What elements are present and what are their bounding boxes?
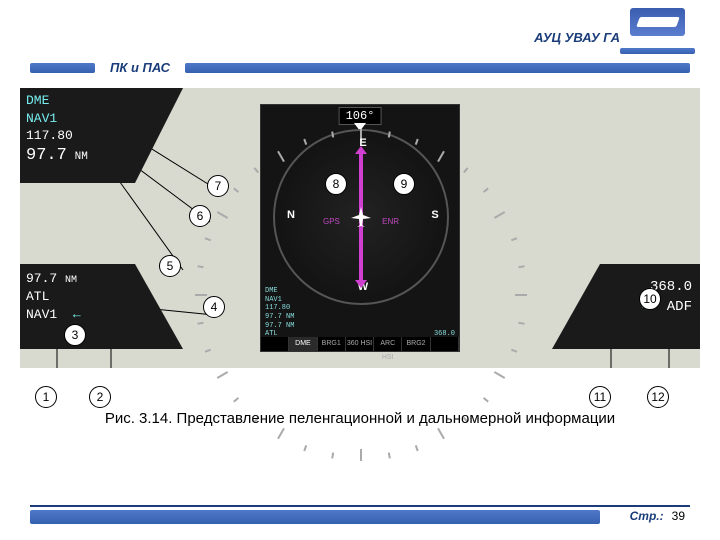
callout-10: 10 (639, 288, 661, 310)
callout-3: 3 (64, 324, 86, 346)
compass-n: N (281, 209, 301, 221)
callout-1: 1 (35, 386, 57, 408)
callout-9: 9 (393, 173, 415, 195)
dme-unit: NM (75, 151, 88, 163)
page-footer: Стр.: 39 (30, 505, 690, 525)
compass-rose: E S W N GPS ENR (273, 129, 449, 305)
callout-6: 6 (189, 205, 211, 227)
dme-block: DME NAV1 117.80 97.7 NM (20, 88, 135, 183)
footer-rule (30, 505, 690, 507)
footer-bar (30, 510, 600, 524)
logo-underline (620, 48, 695, 54)
compass-s: S (425, 209, 445, 221)
callout-12: 12 (647, 386, 669, 408)
aircraft-icon (350, 206, 372, 228)
callout-8: 8 (325, 173, 347, 195)
dme-dist: 97.7 (26, 146, 67, 165)
hsi-display: 106° E S W N GPS ENR DME NAV1 117.80 97.… (260, 104, 460, 352)
org-name: АУЦ УВАУ ГА (534, 30, 620, 45)
callout-4: 4 (203, 296, 225, 318)
title-bar-left (30, 63, 95, 73)
brg1-dist: 97.7 (26, 271, 57, 286)
title-bar-right (185, 63, 690, 73)
figure-caption: Рис. 3.14. Представление пеленгационной … (0, 410, 720, 427)
brg1-arrow-icon: ← (73, 307, 81, 322)
dme-block-tail (135, 88, 183, 183)
dme-freq: 117.80 (26, 127, 129, 145)
page-label: Стр.: (630, 509, 664, 523)
callout-7: 7 (207, 175, 229, 197)
dme-nav-src: NAV1 (26, 110, 129, 128)
section-title: ПК и ПАС (110, 60, 170, 75)
softkey-brg2: BRG2 (402, 337, 430, 351)
callout-5: 5 (159, 255, 181, 277)
dme-label: DME (26, 92, 129, 110)
gps-label: GPS (323, 217, 340, 226)
page-num: 39 (672, 509, 685, 523)
softkey-row: DMEBRG1360 HSIARC HSIBRG2 (261, 337, 459, 351)
callout-11: 11 (589, 386, 611, 408)
enr-label: ENR (382, 217, 399, 226)
brg2-block-tail (552, 264, 600, 349)
brg1-block-tail (135, 264, 183, 349)
page-number: Стр.: 39 (630, 509, 685, 523)
softkey-blank (431, 337, 459, 351)
softkey-brg1: BRG1 (318, 337, 346, 351)
brg1-unit: NM (65, 275, 77, 286)
logo-badge (630, 8, 685, 36)
figure-panel: DME NAV1 117.80 97.7 NM 97.7 NM ATL NAV1… (20, 88, 700, 368)
softkey-360-hsi: 360 HSI (346, 337, 374, 351)
callout-2: 2 (89, 386, 111, 408)
brg1-ident: ATL (26, 288, 129, 306)
title-row: ПК и ПАС (30, 60, 690, 75)
brg2-src: ADF (667, 299, 692, 315)
softkey-dme: DME (289, 337, 317, 351)
brg1-src: NAV1 (26, 307, 57, 322)
softkey-arc-hsi: ARC HSI (374, 337, 402, 351)
logo (630, 8, 690, 48)
hsi-dme-mini: DME NAV1 117.80 97.7 NM (265, 287, 294, 321)
softkey-blank (261, 337, 289, 351)
